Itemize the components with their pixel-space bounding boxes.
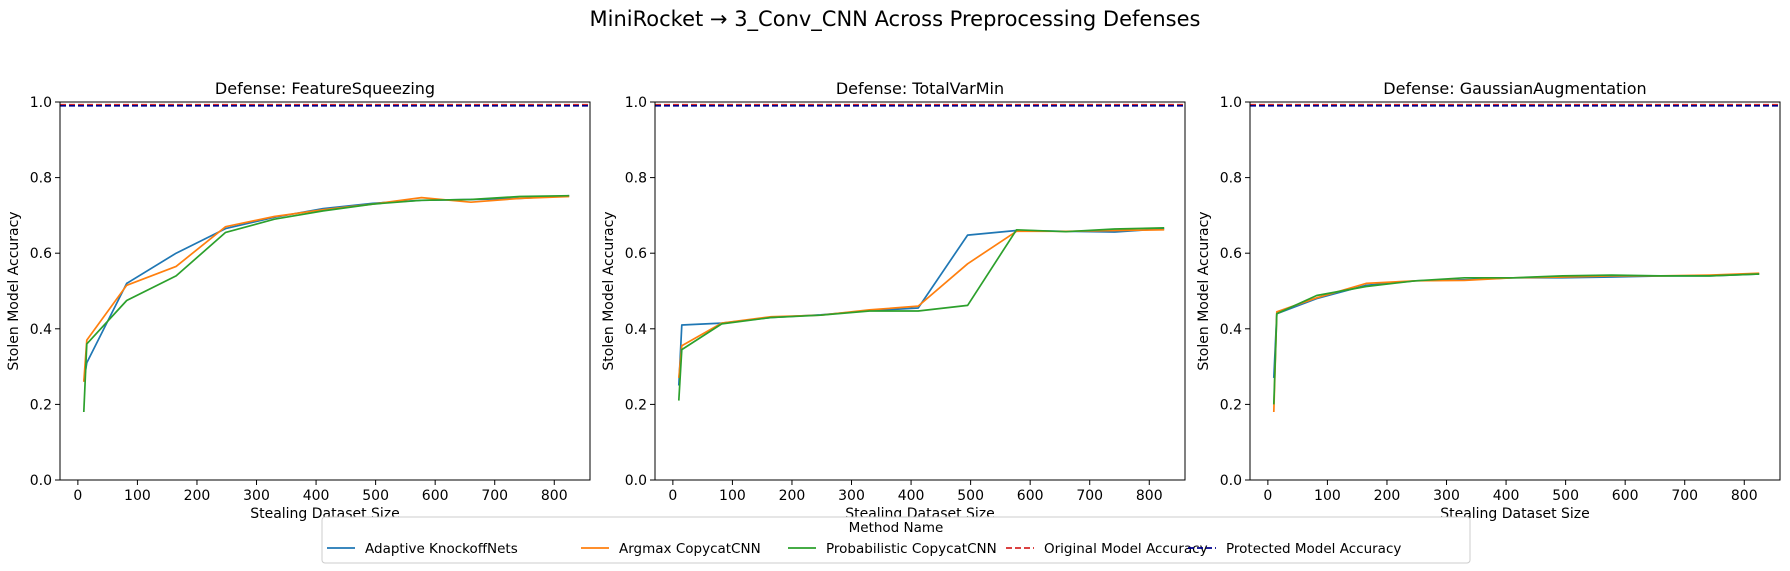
y-tick-label: 0.2 xyxy=(30,397,52,413)
x-tick-label: 200 xyxy=(779,488,806,504)
y-axis-label: Stolen Model Accuracy xyxy=(601,211,617,370)
subplots: Defense: FeatureSqueezing 0 100 200 300 400 50… xyxy=(6,79,1781,522)
subplot-title: Defense: GaussianAugmentation xyxy=(1383,79,1646,98)
y-tick-label: 1.0 xyxy=(30,95,52,111)
x-tick-label: 600 xyxy=(1017,488,1044,504)
y-tick-label: 0.4 xyxy=(1220,322,1242,338)
x-tick-label: 700 xyxy=(481,488,508,504)
y-tick-label: 0.2 xyxy=(1220,397,1242,413)
legend-entry-label: Probabilistic CopycatCNN xyxy=(826,541,997,557)
x-tick-label: 300 xyxy=(838,488,865,504)
x-tick-label: 500 xyxy=(1552,488,1579,504)
y-tick-label: 0.0 xyxy=(30,473,52,489)
legend-entry-label: Original Model Accuracy xyxy=(1044,541,1208,557)
x-tick-label: 400 xyxy=(303,488,330,504)
subplot-3: Defense: GaussianAugmentation 0 100 200 300 4… xyxy=(1196,79,1781,522)
y-tick-label: 0.4 xyxy=(625,322,647,338)
x-tick-label: 200 xyxy=(1374,488,1401,504)
axes-frame xyxy=(654,101,1186,481)
axes-frame xyxy=(1249,101,1781,481)
y-tick-label: 0.6 xyxy=(1220,246,1242,262)
x-tick-label: 800 xyxy=(1731,488,1758,504)
y-tick-label: 0.8 xyxy=(1220,171,1242,187)
x-tick-label: 800 xyxy=(541,488,568,504)
x-tick-label: 800 xyxy=(1136,488,1163,504)
plot-area xyxy=(655,103,1185,401)
legend-box xyxy=(321,516,1471,564)
x-tick-label: 100 xyxy=(124,488,151,504)
series-line xyxy=(82,194,570,382)
legend-title: Method Name xyxy=(849,520,944,536)
legend: Method Name Adaptive KnockoffNets Argmax C… xyxy=(321,516,1471,564)
y-tick-label: 0.6 xyxy=(625,246,647,262)
y-tick-label: 0.8 xyxy=(30,171,52,187)
y-axis-label: Stolen Model Accuracy xyxy=(1196,211,1212,370)
x-tick-label: 500 xyxy=(957,488,984,504)
x-tick-label: 100 xyxy=(719,488,746,504)
subplot-title: Defense: TotalVarMin xyxy=(836,79,1004,98)
x-tick-label: 300 xyxy=(1433,488,1460,504)
x-tick-label: 0 xyxy=(1263,488,1272,504)
subplot-title: Defense: FeatureSqueezing xyxy=(215,79,435,98)
y-tick-label: 0.2 xyxy=(625,397,647,413)
figure-title: MiniRocket → 3_Conv_CNN Across Preproces… xyxy=(590,7,1201,32)
plot-area xyxy=(1250,103,1780,413)
series-line xyxy=(677,227,1165,386)
x-tick-label: 200 xyxy=(184,488,211,504)
y-tick-label: 0.8 xyxy=(625,171,647,187)
x-tick-label: 600 xyxy=(422,488,449,504)
x-tick-label: 100 xyxy=(1314,488,1341,504)
x-tick-label: 0 xyxy=(73,488,82,504)
x-tick-label: 700 xyxy=(1076,488,1103,504)
y-tick-label: 0.4 xyxy=(30,322,52,338)
y-tick-label: 1.0 xyxy=(625,95,647,111)
subplot-2: Defense: TotalVarMin 0 100 200 300 400 500 600 7… xyxy=(601,79,1186,522)
x-tick-label: 300 xyxy=(243,488,270,504)
y-tick-label: 0.6 xyxy=(30,246,52,262)
series-line xyxy=(677,227,1165,401)
y-tick-label: 0.0 xyxy=(1220,473,1242,489)
series-line xyxy=(82,195,570,382)
x-tick-label: 600 xyxy=(1612,488,1639,504)
plot-area xyxy=(60,103,590,413)
axes-frame xyxy=(59,101,591,481)
x-tick-label: 700 xyxy=(1671,488,1698,504)
series-line xyxy=(82,194,570,413)
y-axis-label: Stolen Model Accuracy xyxy=(6,211,22,370)
x-tick-label: 0 xyxy=(668,488,677,504)
legend-entry-label: Argmax CopycatCNN xyxy=(619,541,761,557)
y-tick-label: 0.0 xyxy=(625,473,647,489)
series-line xyxy=(1272,272,1760,413)
legend-entry-label: Adaptive KnockoffNets xyxy=(365,541,518,557)
x-tick-label: 400 xyxy=(898,488,925,504)
subplot-1: Defense: FeatureSqueezing 0 100 200 300 400 50… xyxy=(6,79,591,522)
x-tick-label: 500 xyxy=(362,488,389,504)
y-tick-label: 1.0 xyxy=(1220,95,1242,111)
series-line xyxy=(677,228,1165,378)
series-line xyxy=(1272,273,1760,405)
x-tick-label: 400 xyxy=(1493,488,1520,504)
x-axis-label: Stealing Dataset Size xyxy=(1440,506,1590,522)
legend-entry-label: Protected Model Accuracy xyxy=(1226,541,1401,557)
